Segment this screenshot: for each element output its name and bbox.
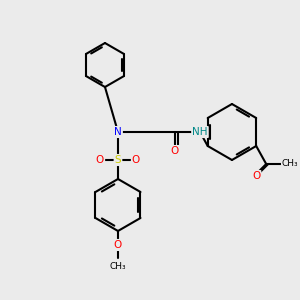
Text: NH: NH [192, 127, 208, 137]
Text: CH₃: CH₃ [282, 160, 298, 169]
Text: O: O [96, 155, 104, 165]
Text: O: O [132, 155, 140, 165]
Text: CH₃: CH₃ [110, 262, 126, 272]
Text: N: N [114, 127, 122, 137]
Text: O: O [171, 146, 179, 156]
Text: O: O [114, 240, 122, 250]
Text: S: S [115, 155, 121, 165]
Text: O: O [252, 171, 260, 181]
